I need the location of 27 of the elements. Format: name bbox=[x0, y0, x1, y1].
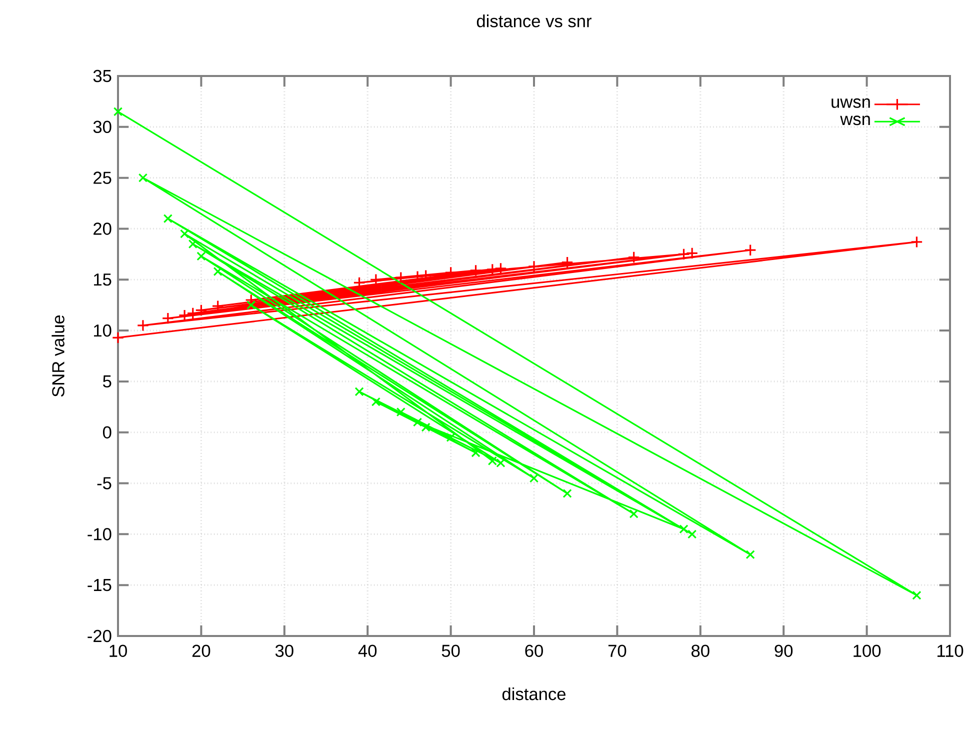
y-tick-label: 25 bbox=[94, 172, 112, 184]
y-axis-title: SNR value bbox=[52, 315, 64, 397]
x-tick-label: 20 bbox=[192, 644, 210, 657]
y-tick-label: -10 bbox=[88, 528, 112, 540]
x-tick-label: 50 bbox=[442, 644, 460, 657]
y-tick-label: 0 bbox=[102, 426, 112, 438]
y-tick-label: -5 bbox=[97, 477, 112, 490]
legend-label: wsn bbox=[840, 116, 870, 126]
y-tick-label: 10 bbox=[94, 324, 112, 337]
x-tick-label: 80 bbox=[692, 644, 710, 657]
x-tick-label: 100 bbox=[854, 644, 881, 657]
y-tick-label: 15 bbox=[94, 274, 112, 286]
x-tick-label: 60 bbox=[525, 644, 543, 657]
x-tick-label: 110 bbox=[938, 644, 964, 657]
y-tick-label: -15 bbox=[88, 579, 112, 592]
x-tick-label: 30 bbox=[275, 644, 294, 657]
x-tick-label: 40 bbox=[358, 644, 377, 657]
y-tick-label: -20 bbox=[88, 630, 112, 642]
x-axis-title: distance bbox=[502, 687, 566, 700]
y-tick-label: 5 bbox=[103, 375, 112, 388]
x-tick-label: 90 bbox=[774, 644, 793, 657]
y-tick-label: 20 bbox=[94, 222, 112, 235]
legend-label: uwsn bbox=[832, 98, 870, 108]
y-tick-label: 35 bbox=[93, 70, 112, 82]
chart-title: distance vs snr bbox=[476, 14, 592, 28]
x-tick-label: 70 bbox=[608, 644, 626, 657]
y-tick-label: 30 bbox=[93, 120, 112, 134]
